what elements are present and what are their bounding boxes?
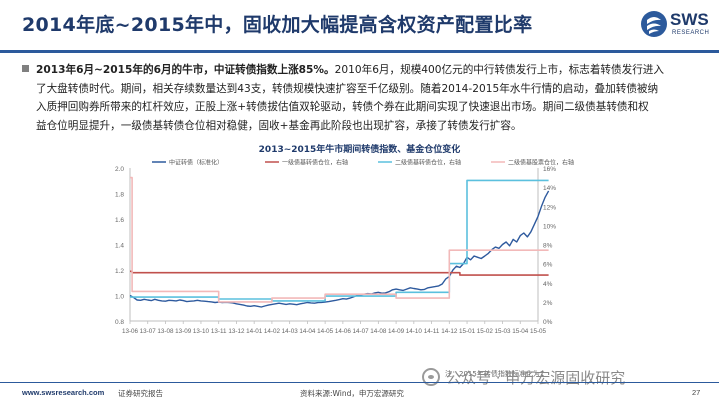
x-tick-label: 14-03: [282, 328, 299, 335]
left-tick-label: 1.2: [115, 268, 124, 275]
right-tick-label: 10%: [543, 223, 556, 230]
logo-text: SWS: [670, 10, 709, 29]
left-tick-label: 1.6: [115, 217, 124, 224]
x-tick-label: 13-07: [140, 328, 157, 335]
left-tick-label: 1.8: [115, 192, 124, 199]
left-tick-label: 0.8: [115, 319, 124, 326]
footer-divider: [0, 382, 719, 383]
left-tick-label: 1.0: [115, 294, 124, 301]
bullet-line-text: 入质押回购券所带来的杠杆效应，正股上涨+转债拔估值双轮驱动，转债个券在此期间实现…: [36, 101, 649, 113]
right-tick-label: 2%: [543, 300, 553, 307]
bullet-line: 入质押回购券所带来的杠杆效应，正股上涨+转债拔估值双轮驱动，转债个券在此期间实现…: [36, 98, 649, 117]
right-tick-label: 6%: [543, 262, 553, 269]
chart-note: 注：2015年转债指数标准化为1: [445, 370, 545, 378]
series-line-1: [129, 190, 550, 308]
x-tick-label: 14-08: [370, 328, 387, 335]
right-tick-label: 4%: [543, 281, 553, 288]
x-tick-label: 14-10: [406, 328, 423, 335]
x-tick-label: 14-09: [388, 328, 405, 335]
x-tick-label: 15-01: [459, 328, 476, 335]
title-bar: 2014年底~2015年中，固收加大幅提高含权资产配置比率 SWS RESEAR…: [0, 0, 719, 50]
x-tick-label: 14-12: [441, 328, 458, 335]
bullet-line-bold: 2013年6月~2015年的6月的牛市，中证转债指数上涨85%。: [36, 64, 335, 76]
left-tick-label: 2.0: [115, 166, 124, 173]
bullet-line: 2013年6月~2015年的6月的牛市，中证转债指数上涨85%。2010年6月，…: [36, 61, 664, 80]
bullet-line-text: 2010年6月，规模400亿元的中行转债发行上市，标志着转债发行进入: [334, 64, 664, 76]
x-tick-label: 13-09: [175, 328, 192, 335]
right-tick-label: 12%: [543, 204, 556, 211]
watermark-text: 公众号 · 申万宏源固收研究: [446, 369, 626, 387]
x-tick-label: 15-05: [530, 328, 547, 335]
x-tick-label: 14-11: [424, 328, 440, 335]
x-tick-label: 14-01: [246, 328, 263, 335]
right-tick-label: 16%: [543, 166, 556, 173]
footer-source: 资料来源:Wind，申万宏源研究: [300, 389, 404, 398]
wechat-icon: [422, 368, 440, 386]
bullet-line-text: 益仓位明显提升，一级债基转债仓位相对稳健，固收+基金再此阶段也出现扩容，承接了转…: [36, 119, 522, 132]
footer-tag: 证券研究报告: [118, 389, 163, 398]
x-tick-label: 14-06: [335, 328, 352, 335]
bullet-line: 了大盘转债时代。期间，相关存续数量达到43支，转债规模快速扩容至千亿级别。随着2…: [36, 80, 658, 99]
bullet-square-icon: [22, 65, 29, 72]
right-tick-label: 0%: [543, 319, 553, 326]
line-chart: 0.8 1.0 1.2 1.4 1.6 1.8 2.0 0% 2% 4% 6% 8% 10% 12% 14%…: [115, 159, 574, 336]
watermark: 公众号 · 申万宏源固收研究: [422, 365, 712, 391]
sws-logo: SWS RESEARCH: [640, 9, 710, 43]
x-tick-label: 15-02: [477, 328, 494, 335]
title-divider: [0, 50, 719, 53]
x-tick-label: 13-08: [157, 328, 174, 335]
left-tick-label: 1.4: [115, 243, 124, 250]
x-tick-label: 13-11: [211, 328, 227, 335]
x-tick-label: 14-02: [264, 328, 281, 335]
series-line-3: [130, 179, 549, 302]
x-tick-label: 15-03: [494, 328, 511, 335]
sws-logo-icon: [641, 11, 667, 37]
x-tick-label: 13-10: [193, 328, 210, 335]
x-tick-label: 14-04: [299, 328, 316, 335]
right-tick-label: 14%: [543, 185, 556, 192]
x-tick-label: 15-04: [512, 328, 529, 335]
series-line-2: [130, 270, 549, 276]
legend-label: 一级债基转债仓位，右轴: [282, 159, 348, 167]
page-number: 27: [692, 388, 701, 397]
footer-url[interactable]: www.swsresearch.com: [22, 388, 105, 397]
legend-label: 中证转债（标准化）: [169, 159, 223, 167]
x-tick-label: 14-05: [317, 328, 334, 335]
bullet-line-text: 了大盘转债时代。期间，相关存续数量达到43支，转债规模快速扩容至千亿级别。随着2…: [36, 82, 659, 95]
x-tick-label: 14-07: [353, 328, 370, 335]
x-tick-label: 13-06: [122, 328, 139, 335]
series-line-4: [130, 176, 549, 303]
bullet-line: 益仓位明显提升，一级债基转债仓位相对稳健，固收+基金再此阶段也出现扩容，承接了转…: [36, 117, 522, 136]
legend-label: 二级债基转债仓位，右轴: [395, 159, 461, 167]
logo-subtext: RESEARCH: [672, 30, 710, 36]
x-tick-label: 13-12: [228, 328, 245, 335]
right-tick-label: 8%: [543, 243, 553, 250]
chart-title: 2013~2015年牛市期间转债指数、基金仓位变化: [258, 145, 461, 155]
legend-label: 二级债基股票仓位，右轴: [508, 159, 574, 167]
page-title: 2014年底~2015年中，固收加大幅提高含权资产配置比率: [22, 14, 533, 36]
